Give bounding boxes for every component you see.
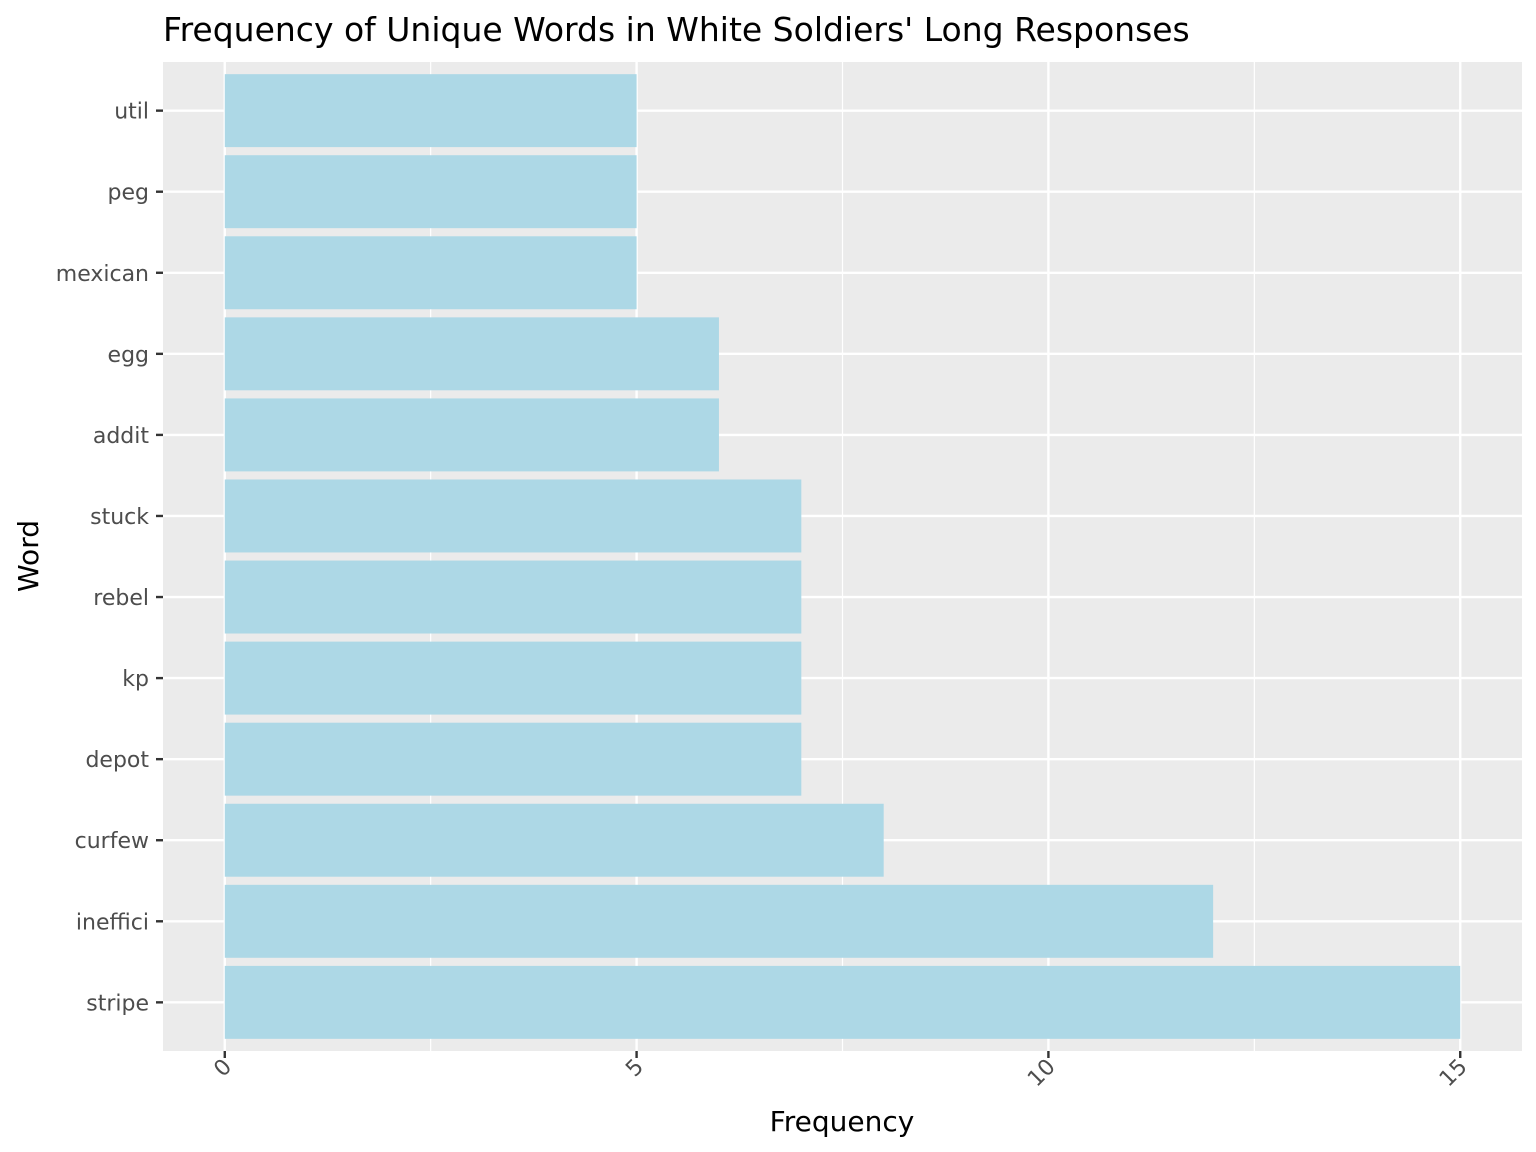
- bar-mexican: [224, 236, 637, 310]
- y-tick-label: ineffici: [76, 910, 149, 935]
- y-tick-label: stuck: [90, 505, 149, 530]
- bar-stripe: [224, 965, 1461, 1039]
- y-tick-label: mexican: [56, 262, 149, 287]
- chart-title: Frequency of Unique Words in White Soldi…: [163, 10, 1190, 49]
- bar-ineffici: [224, 884, 1214, 958]
- bar-egg: [224, 317, 719, 391]
- x-tick-label: 15: [1435, 1055, 1472, 1092]
- bar-depot: [224, 722, 802, 796]
- bar-rebel: [224, 560, 802, 634]
- y-tick-label: util: [114, 100, 149, 125]
- x-tick-label: 5: [621, 1055, 649, 1083]
- x-axis: 0 5 10 15: [209, 1051, 1472, 1092]
- y-tick-label: kp: [122, 667, 149, 692]
- y-tick-label: rebel: [93, 586, 149, 611]
- bar-addit: [224, 398, 719, 472]
- x-tick-label: 0: [209, 1055, 237, 1083]
- y-tick-label: depot: [85, 748, 149, 773]
- x-tick-label: 10: [1023, 1055, 1060, 1092]
- y-tick-label: peg: [108, 181, 149, 206]
- y-axis: util peg mexican egg addit stuck rebel kp depot c…: [56, 100, 163, 1016]
- y-tick-label: curfew: [75, 829, 149, 854]
- bar-curfew: [224, 803, 884, 877]
- x-axis-title: Frequency: [770, 1105, 915, 1138]
- y-tick-label: egg: [108, 343, 149, 368]
- y-axis-title: Word: [12, 520, 45, 592]
- y-tick-label: stripe: [86, 991, 149, 1016]
- bars: [224, 74, 1461, 1039]
- bar-peg: [224, 155, 637, 229]
- bar-kp: [224, 641, 802, 715]
- bar-util: [224, 74, 637, 148]
- bar-stuck: [224, 479, 802, 553]
- y-tick-label: addit: [93, 424, 150, 449]
